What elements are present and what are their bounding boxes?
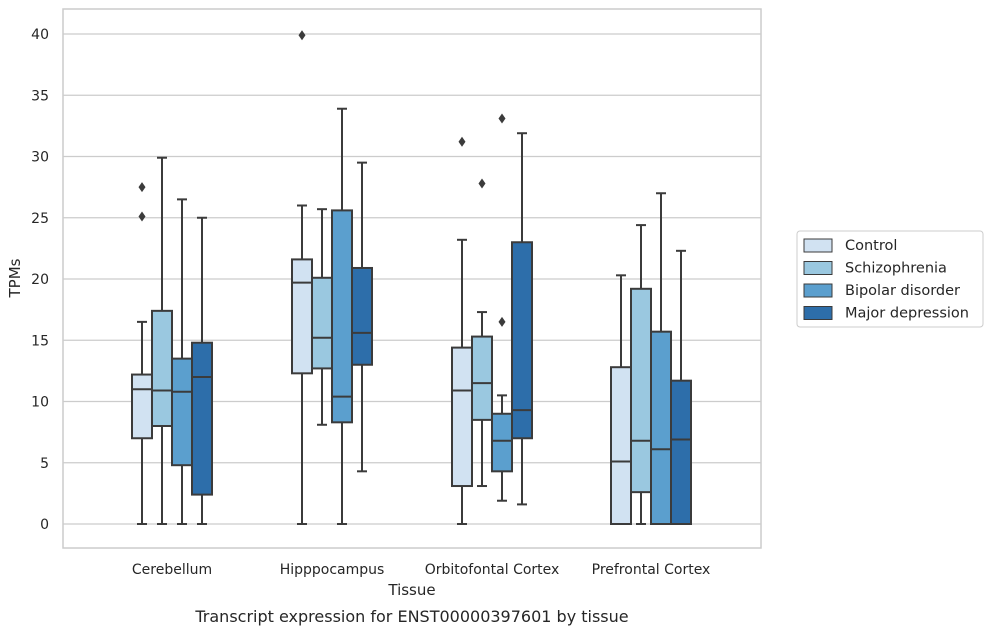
y-tick-label: 25 (31, 211, 49, 227)
x-tick-labels: Cerebellum Hipppocampus Orbitofontal Corte… (132, 562, 710, 578)
box-group (491, 113, 513, 502)
y-tick-label: 0 (40, 517, 49, 533)
y-tick-label: 15 (31, 333, 49, 349)
legend-swatch (803, 238, 833, 253)
box-group (670, 249, 692, 525)
outlier-point (478, 178, 486, 189)
legend-label: Schizophrenia (845, 261, 947, 277)
box-group (311, 208, 333, 426)
outlier-point (298, 30, 306, 41)
x-tick-label: Cerebellum (132, 562, 212, 578)
boxes (131, 30, 692, 526)
box (511, 241, 533, 440)
y-tick-label: 40 (31, 27, 49, 43)
box-group (630, 224, 652, 525)
legend-label: Bipolar disorder (845, 283, 960, 299)
box (331, 209, 353, 424)
box (311, 276, 333, 370)
outlier-point (458, 136, 466, 147)
box (491, 412, 513, 473)
outlier-point (498, 316, 506, 327)
box-group (471, 178, 493, 488)
legend-entries: Control Schizophrenia Bipolar disorder Majo… (803, 238, 969, 322)
box (151, 309, 173, 428)
box (191, 341, 213, 496)
legend-label: Major depression (845, 306, 969, 322)
box (131, 373, 153, 440)
y-tick-label: 30 (31, 150, 49, 166)
box-group (351, 161, 373, 473)
x-axis-label: Tissue (387, 581, 435, 599)
y-tick-labels: 0 5 10 15 20 25 30 35 40 (31, 27, 49, 533)
box-group (511, 132, 533, 506)
box-group (291, 30, 313, 525)
y-tick-label: 20 (31, 272, 49, 288)
legend-frame (796, 230, 984, 328)
box (171, 357, 193, 467)
box (630, 287, 652, 494)
box-group (171, 198, 193, 525)
y-axis-label: TPMs (6, 258, 24, 298)
box-group (610, 274, 632, 526)
legend-label: Control (845, 238, 897, 254)
box (451, 346, 473, 488)
y-tick-label: 5 (40, 456, 49, 472)
legend-swatch (803, 283, 833, 298)
x-tick-label: Prefrontal Cortex (592, 562, 711, 578)
box-group (131, 182, 153, 525)
box (291, 258, 313, 375)
box-group (650, 192, 672, 525)
box (650, 330, 672, 525)
box (351, 266, 373, 366)
outlier-point (138, 211, 146, 222)
box-group (191, 216, 213, 525)
legend: Control Schizophrenia Bipolar disorder Majo… (796, 230, 984, 328)
legend-swatch (803, 261, 833, 275)
x-tick-label: Orbitofontal Cortex (425, 562, 560, 578)
outlier-point (498, 113, 506, 124)
outlier-point (138, 182, 146, 193)
y-tick-label: 35 (31, 88, 49, 104)
x-tick-label: Hipppocampus (280, 562, 385, 578)
box (471, 335, 493, 421)
box (670, 379, 692, 525)
chart-caption: Transcript expression for ENST0000039760… (194, 607, 628, 626)
legend-swatch (803, 306, 833, 320)
y-tick-label: 10 (31, 395, 49, 411)
box (610, 366, 632, 526)
